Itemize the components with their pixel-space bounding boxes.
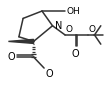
Text: O: O (7, 52, 15, 62)
Text: OH: OH (66, 7, 80, 16)
Text: O: O (89, 25, 96, 34)
Text: O: O (72, 49, 79, 59)
Text: O: O (66, 25, 73, 34)
Polygon shape (8, 39, 34, 43)
Text: O: O (45, 69, 53, 79)
Text: N: N (55, 21, 62, 31)
